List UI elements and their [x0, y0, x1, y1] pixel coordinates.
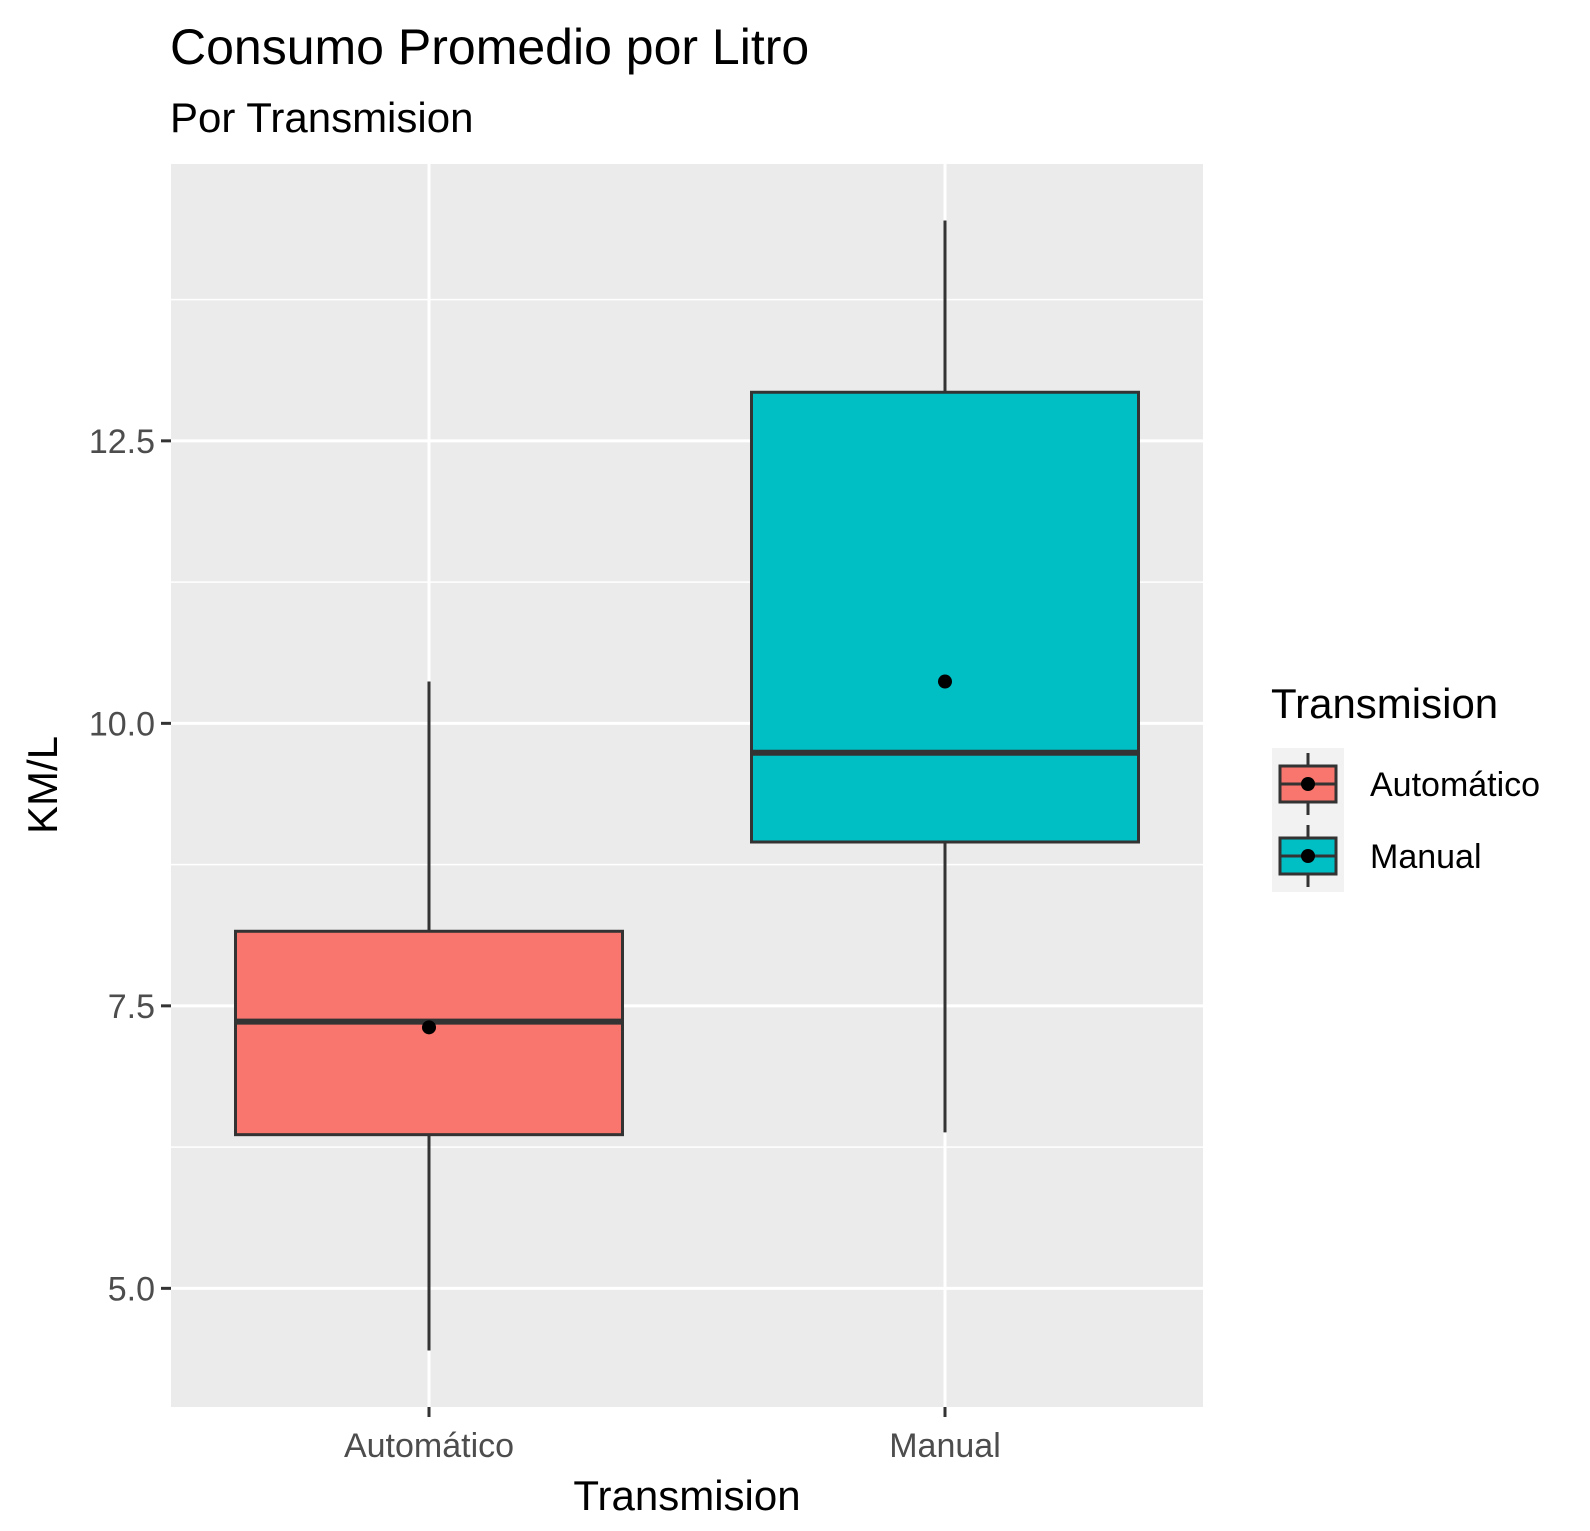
x-axis: Automático Manual — [344, 1407, 1001, 1465]
y-tick-label: 7.5 — [108, 988, 155, 1026]
legend-label: Manual — [1370, 838, 1482, 876]
mean-point — [422, 1020, 436, 1035]
y-tick-label: 5.0 — [108, 1270, 155, 1308]
legend-key-point — [1301, 849, 1315, 863]
y-axis: 5.0 7.5 10.0 12.5 — [89, 423, 171, 1308]
legend: Automático Manual — [1272, 748, 1540, 892]
x-tick-label: Automático — [344, 1427, 514, 1465]
y-axis-title: KM/L — [19, 736, 66, 834]
x-tick-label: Manual — [889, 1427, 1001, 1465]
legend-title: Transmision — [1271, 680, 1498, 727]
y-tick-label: 10.0 — [89, 705, 155, 743]
x-axis-title: Transmision — [573, 1472, 800, 1519]
legend-key-point — [1301, 777, 1315, 791]
chart-title: Consumo Promedio por Litro — [170, 19, 809, 75]
boxes — [234, 220, 1140, 1351]
box-iqr — [750, 390, 1140, 844]
legend-item-2: Manual — [1272, 820, 1482, 892]
legend-label: Automático — [1370, 766, 1540, 804]
mean-point — [938, 674, 952, 689]
chart-subtitle: Por Transmision — [170, 94, 473, 141]
legend-item-1: Automático — [1272, 748, 1540, 820]
box-1 — [234, 681, 624, 1351]
y-tick-label: 12.5 — [89, 423, 155, 461]
box-2 — [750, 220, 1140, 1133]
